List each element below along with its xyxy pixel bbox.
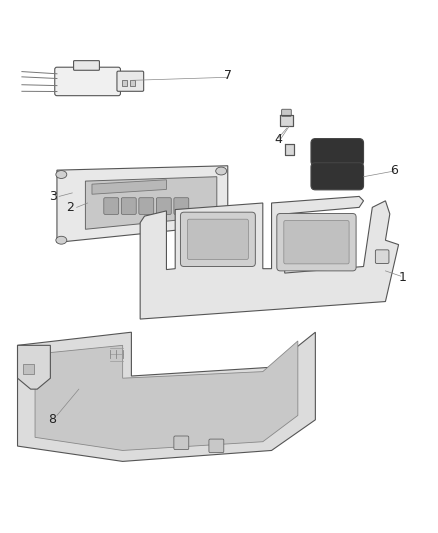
Ellipse shape — [215, 221, 227, 229]
Polygon shape — [140, 197, 399, 319]
Text: 8: 8 — [49, 413, 57, 426]
Polygon shape — [57, 166, 228, 243]
FancyBboxPatch shape — [121, 198, 136, 214]
FancyBboxPatch shape — [209, 439, 224, 453]
Polygon shape — [285, 144, 294, 155]
Bar — [23, 364, 34, 374]
Ellipse shape — [56, 171, 67, 179]
FancyBboxPatch shape — [74, 61, 99, 70]
FancyBboxPatch shape — [55, 67, 120, 96]
Polygon shape — [18, 332, 315, 462]
Polygon shape — [92, 180, 166, 194]
FancyBboxPatch shape — [187, 219, 248, 260]
Ellipse shape — [56, 236, 67, 244]
Text: 2: 2 — [66, 201, 74, 214]
FancyBboxPatch shape — [174, 436, 189, 449]
FancyBboxPatch shape — [139, 198, 154, 214]
Bar — [130, 80, 135, 86]
FancyBboxPatch shape — [282, 109, 291, 116]
FancyBboxPatch shape — [174, 198, 189, 214]
FancyBboxPatch shape — [180, 212, 255, 266]
FancyBboxPatch shape — [284, 221, 349, 264]
Polygon shape — [280, 115, 293, 126]
Text: 1: 1 — [399, 271, 407, 284]
Text: 6: 6 — [390, 164, 398, 176]
Bar — [122, 80, 127, 86]
Polygon shape — [85, 177, 217, 229]
Polygon shape — [35, 341, 298, 450]
FancyBboxPatch shape — [311, 163, 364, 190]
FancyBboxPatch shape — [104, 198, 119, 214]
Polygon shape — [18, 345, 50, 389]
FancyBboxPatch shape — [375, 250, 389, 263]
Text: 4: 4 — [274, 133, 282, 146]
FancyBboxPatch shape — [311, 139, 364, 166]
Text: 7: 7 — [224, 69, 232, 83]
Text: 3: 3 — [49, 190, 57, 203]
Ellipse shape — [215, 167, 227, 175]
FancyBboxPatch shape — [117, 71, 144, 91]
FancyBboxPatch shape — [156, 198, 171, 214]
FancyBboxPatch shape — [277, 214, 356, 271]
